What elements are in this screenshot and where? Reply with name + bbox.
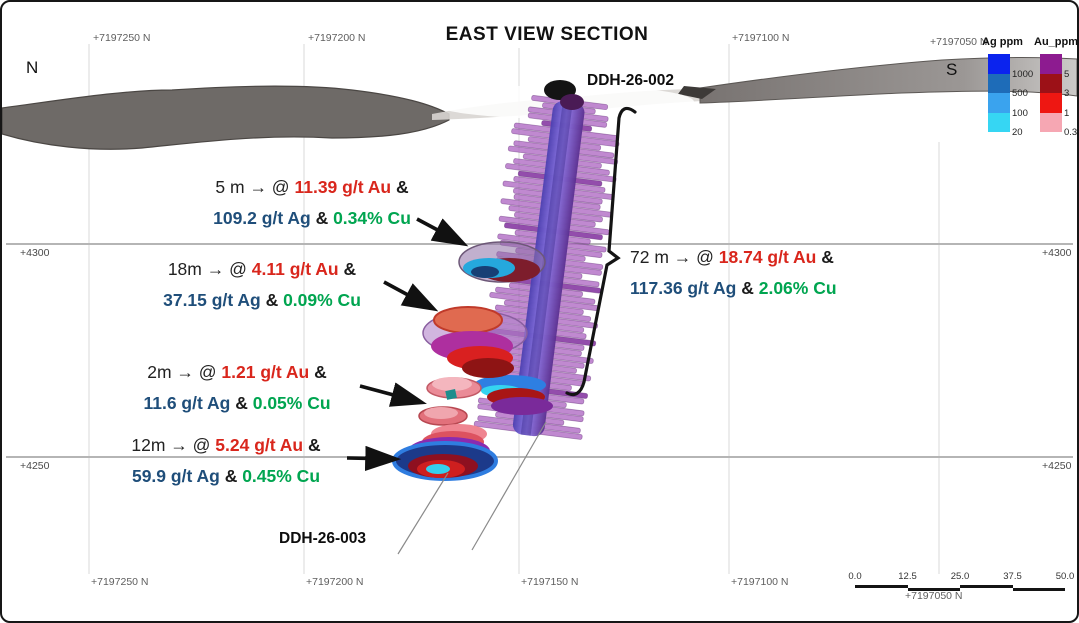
scale-tick: 0.0: [848, 571, 862, 582]
scale-bar-segment: [1012, 588, 1065, 591]
northing-bottom-7197250: +7197250 N: [91, 576, 149, 588]
interval-annotation-2m: 2m → @ 1.21 g/t Au & 11.6 g/t Ag & 0.05%…: [143, 362, 331, 413]
au-legend-bar: 5 3 1 0.3: [1040, 54, 1077, 138]
northing-top-7197250: +7197250 N: [93, 32, 151, 44]
ddh-26-002-label: DDH-26-002: [587, 72, 675, 89]
northing-top-7197050: +7197050 N: [930, 36, 988, 48]
grade-legend: Ag ppm 1000 500 100 20 Au_ppm 5 3 1 0.3: [982, 36, 1078, 140]
interval-annotation-5m: 5 m → @ 11.39 g/t Au & 109.2 g/t Ag & 0.…: [213, 177, 411, 228]
elevation-4250-left: +4250: [20, 460, 50, 472]
ag-legend-bar: 1000 500 100 20: [988, 54, 1033, 138]
ddh-26-003-render: [392, 241, 546, 481]
annotation-arrows: [346, 217, 469, 471]
ddh-26-002-render: [473, 80, 620, 440]
au-legend-title: Au_ppm: [1034, 36, 1078, 48]
compass-south-label: S: [946, 60, 958, 79]
interval-annotation-18m: 18m → @ 4.11 g/t Au & 37.15 g/t Ag & 0.0…: [163, 259, 361, 310]
ddh-26-002-accents: [474, 375, 553, 415]
elevation-4250-right: +4250: [1042, 460, 1072, 472]
compass-north-label: N: [26, 58, 39, 77]
scale-tick: 12.5: [898, 571, 917, 582]
northing-top-7197100: +7197100 N: [732, 32, 790, 44]
northing-bottom-7197200: +7197200 N: [306, 576, 364, 588]
scale-bar-segment: [855, 585, 908, 588]
scale-bar-segment: [907, 588, 960, 591]
page-title: EAST VIEW SECTION: [445, 24, 649, 45]
northing-bottom-7197150: +7197150 N: [521, 576, 579, 588]
northing-top-7197200: +7197200 N: [308, 32, 366, 44]
scale-tick: 37.5: [1003, 571, 1022, 582]
drill-trace-lines: [397, 421, 547, 555]
scale-bar: 0.0 12.5 25.0 37.5 50.0: [848, 571, 1074, 593]
interval-bracket: [565, 106, 637, 397]
elevation-4300-right: +4300: [1042, 247, 1072, 259]
northing-bottom-7197050: +7197050 N: [905, 590, 963, 602]
elevation-4300-left: +4300: [20, 247, 50, 259]
scale-tick: 25.0: [950, 571, 970, 582]
ag-legend-title: Ag ppm: [982, 36, 1023, 48]
ddh-26-003-label: DDH-26-003: [279, 530, 367, 547]
interval-annotation-72m: 72 m → @ 18.74 g/t Au & 117.36 g/t Ag & …: [630, 247, 837, 298]
interval-annotation-12m: 12m → @ 5.24 g/t Au & 59.9 g/t Ag & 0.45…: [131, 435, 321, 486]
scale-bar-segment: [960, 585, 1013, 588]
northing-bottom-7197100: +7197100 N: [731, 576, 789, 588]
scale-tick: 50.0: [1055, 571, 1075, 582]
